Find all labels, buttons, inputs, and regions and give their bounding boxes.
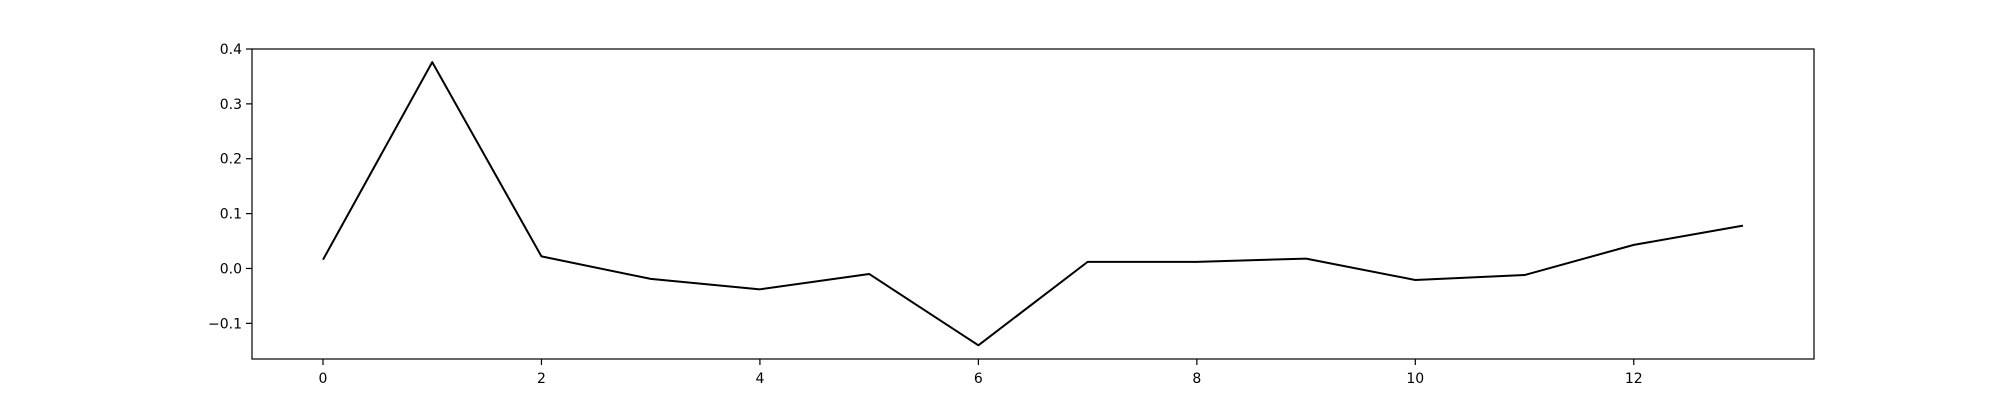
x-tick-label: 12 bbox=[1625, 371, 1643, 387]
x-tick-label: 2 bbox=[537, 371, 546, 387]
x-tick-label: 10 bbox=[1406, 371, 1424, 387]
series-line bbox=[322, 61, 1744, 347]
x-tick-label: 6 bbox=[974, 371, 983, 387]
y-tick-label: 0.4 bbox=[220, 42, 242, 58]
x-axis: 0 2 4 6 8 10 12 bbox=[319, 359, 1643, 387]
y-tick-label: −0.1 bbox=[208, 316, 242, 332]
y-axis: −0.1 0.0 0.1 0.2 0.3 0.4 bbox=[208, 42, 252, 332]
y-tick-label: 0.2 bbox=[220, 152, 242, 168]
x-tick-label: 4 bbox=[755, 371, 764, 387]
y-tick-label: 0.3 bbox=[220, 97, 242, 113]
x-tick-label: 0 bbox=[319, 371, 328, 387]
plot-area-frame bbox=[251, 48, 1815, 360]
y-tick-label: 0.0 bbox=[220, 261, 242, 277]
x-tick-label: 8 bbox=[1192, 371, 1201, 387]
y-tick-label: 0.1 bbox=[220, 207, 242, 223]
